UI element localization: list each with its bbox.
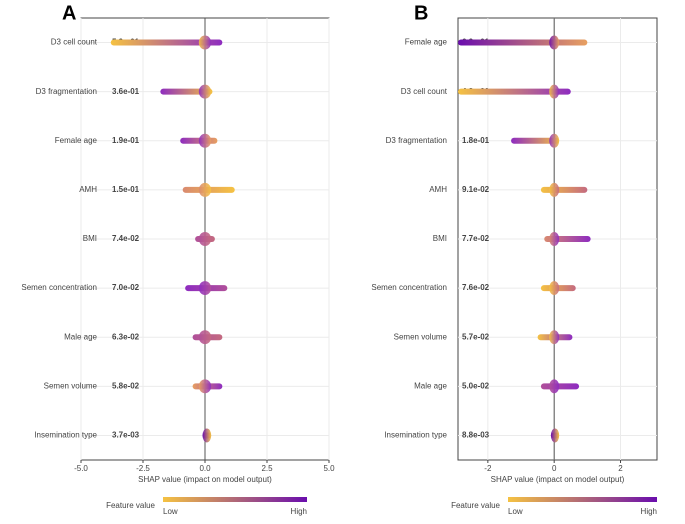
x-tick-label: -5.0 [74, 464, 88, 473]
colorbar [163, 497, 307, 502]
swarm-core [549, 232, 560, 246]
shap-range [458, 88, 571, 95]
x-tick-label: 2 [618, 464, 623, 473]
feature-label: D3 cell count [401, 87, 448, 96]
shap-range [110, 39, 223, 46]
swarm-core [202, 428, 212, 443]
feature-label: Female age [405, 38, 448, 47]
feature-label: Insemination type [384, 431, 447, 440]
panel-label: A [62, 2, 76, 24]
importance-label: 8.8e-03 [462, 431, 490, 440]
swarm-core [198, 133, 212, 148]
swarm-core [549, 182, 560, 197]
shap-range [540, 383, 580, 390]
feature-label: AMH [79, 185, 97, 194]
importance-label: 5.7e-02 [462, 332, 490, 341]
x-tick-label: 0 [552, 464, 557, 473]
swarm-core [198, 182, 212, 197]
feature-label: Semen concentration [21, 283, 97, 292]
swarm-core [549, 35, 560, 50]
swarm-core [198, 379, 212, 394]
importance-label: 6.3e-02 [112, 332, 140, 341]
x-axis-label: SHAP value (impact on model output) [138, 475, 272, 484]
importance-label: 1.5e-01 [112, 185, 140, 194]
x-tick-label: -2.5 [136, 464, 150, 473]
importance-label: 3.6e-01 [112, 87, 140, 96]
feature-label: Semen concentration [371, 283, 447, 292]
colorbar [508, 497, 657, 502]
colorbar-high: High [291, 507, 307, 516]
feature-label: Male age [414, 381, 447, 390]
feature-label: Female age [55, 136, 98, 145]
swarm-core [198, 84, 212, 99]
swarm-core [198, 330, 212, 345]
importance-label: 1.8e-01 [462, 136, 490, 145]
feature-label: AMH [429, 185, 447, 194]
swarm-core [550, 428, 560, 443]
swarm-core [549, 133, 560, 148]
panel-label: B [414, 2, 428, 24]
importance-label: 1.9e-01 [112, 136, 140, 145]
feature-label: Semen volume [394, 332, 448, 341]
importance-label: 5.0e-02 [462, 381, 490, 390]
feature-label: D3 cell count [51, 38, 98, 47]
feature-label: Semen volume [44, 381, 98, 390]
colorbar-low: Low [508, 507, 523, 516]
swarm-core [549, 84, 560, 99]
feature-label: Insemination type [34, 431, 97, 440]
shap-range [511, 137, 560, 144]
feature-label: D3 fragmentation [386, 136, 447, 145]
x-axis-label: SHAP value (impact on model output) [491, 475, 625, 484]
swarm-core [549, 281, 560, 296]
feature-label: Male age [64, 332, 97, 341]
x-tick-label: 5.0 [323, 464, 335, 473]
importance-label: 7.4e-02 [112, 234, 140, 243]
importance-label: 7.6e-02 [462, 283, 490, 292]
shap-range [180, 137, 218, 144]
shap-range [458, 39, 588, 46]
importance-label: 7.7e-02 [462, 234, 490, 243]
feature-label: D3 fragmentation [36, 87, 97, 96]
colorbar-low: Low [163, 507, 178, 516]
swarm-core [549, 379, 560, 394]
colorbar-label: Feature value [106, 501, 155, 510]
colorbar-label: Feature value [451, 501, 500, 510]
importance-label: 7.0e-02 [112, 283, 140, 292]
importance-label: 9.1e-02 [462, 185, 490, 194]
x-tick-label: 0.0 [199, 464, 211, 473]
swarm-core [549, 330, 560, 345]
feature-label: BMI [83, 234, 97, 243]
swarm-core [198, 281, 212, 296]
feature-label: BMI [433, 234, 447, 243]
shap-range [540, 186, 588, 193]
swarm-core [198, 35, 212, 50]
x-tick-label: -2 [484, 464, 492, 473]
x-tick-label: 2.5 [261, 464, 273, 473]
swarm-core [198, 232, 212, 246]
importance-label: 3.7e-03 [112, 431, 140, 440]
colorbar-high: High [641, 507, 657, 516]
importance-label: 5.8e-02 [112, 381, 140, 390]
